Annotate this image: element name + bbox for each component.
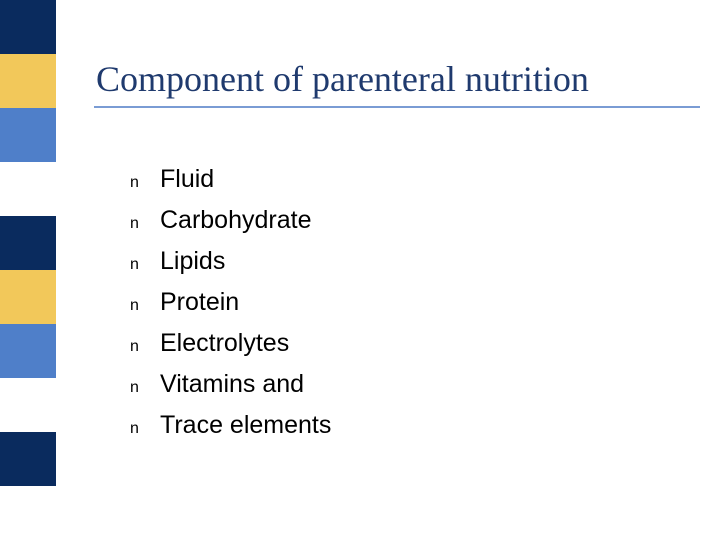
stripe: [0, 0, 56, 54]
list-item-label: Lipids: [160, 247, 225, 276]
list-item: n Protein: [130, 288, 670, 317]
list-item: n Lipids: [130, 247, 670, 276]
list-item: n Trace elements: [130, 411, 670, 440]
slide-title: Component of parenteral nutrition: [96, 60, 696, 100]
list-item: n Vitamins and: [130, 370, 670, 399]
stripe: [0, 216, 56, 270]
list-item-label: Protein: [160, 288, 239, 317]
bullet-icon: n: [130, 420, 160, 438]
bullet-icon: n: [130, 174, 160, 192]
stripe: [0, 486, 56, 540]
stripe: [0, 378, 56, 432]
stripe: [0, 432, 56, 486]
list-item-label: Vitamins and: [160, 370, 304, 399]
stripe: [0, 108, 56, 162]
list-item-label: Fluid: [160, 165, 214, 194]
slide: Component of parenteral nutrition n Flui…: [0, 0, 720, 540]
bullet-icon: n: [130, 338, 160, 356]
stripe: [0, 162, 56, 216]
bullet-icon: n: [130, 256, 160, 274]
list-item-label: Electrolytes: [160, 329, 289, 358]
sidebar-stripes: [0, 0, 56, 540]
stripe: [0, 54, 56, 108]
title-underline: [94, 106, 700, 108]
list-item-label: Trace elements: [160, 411, 331, 440]
list-item-label: Carbohydrate: [160, 206, 311, 235]
bullet-icon: n: [130, 297, 160, 315]
stripe: [0, 270, 56, 324]
stripe: [0, 324, 56, 378]
bullet-list: n Fluid n Carbohydrate n Lipids n Protei…: [130, 165, 670, 452]
list-item: n Electrolytes: [130, 329, 670, 358]
list-item: n Fluid: [130, 165, 670, 194]
bullet-icon: n: [130, 379, 160, 397]
bullet-icon: n: [130, 215, 160, 233]
list-item: n Carbohydrate: [130, 206, 670, 235]
